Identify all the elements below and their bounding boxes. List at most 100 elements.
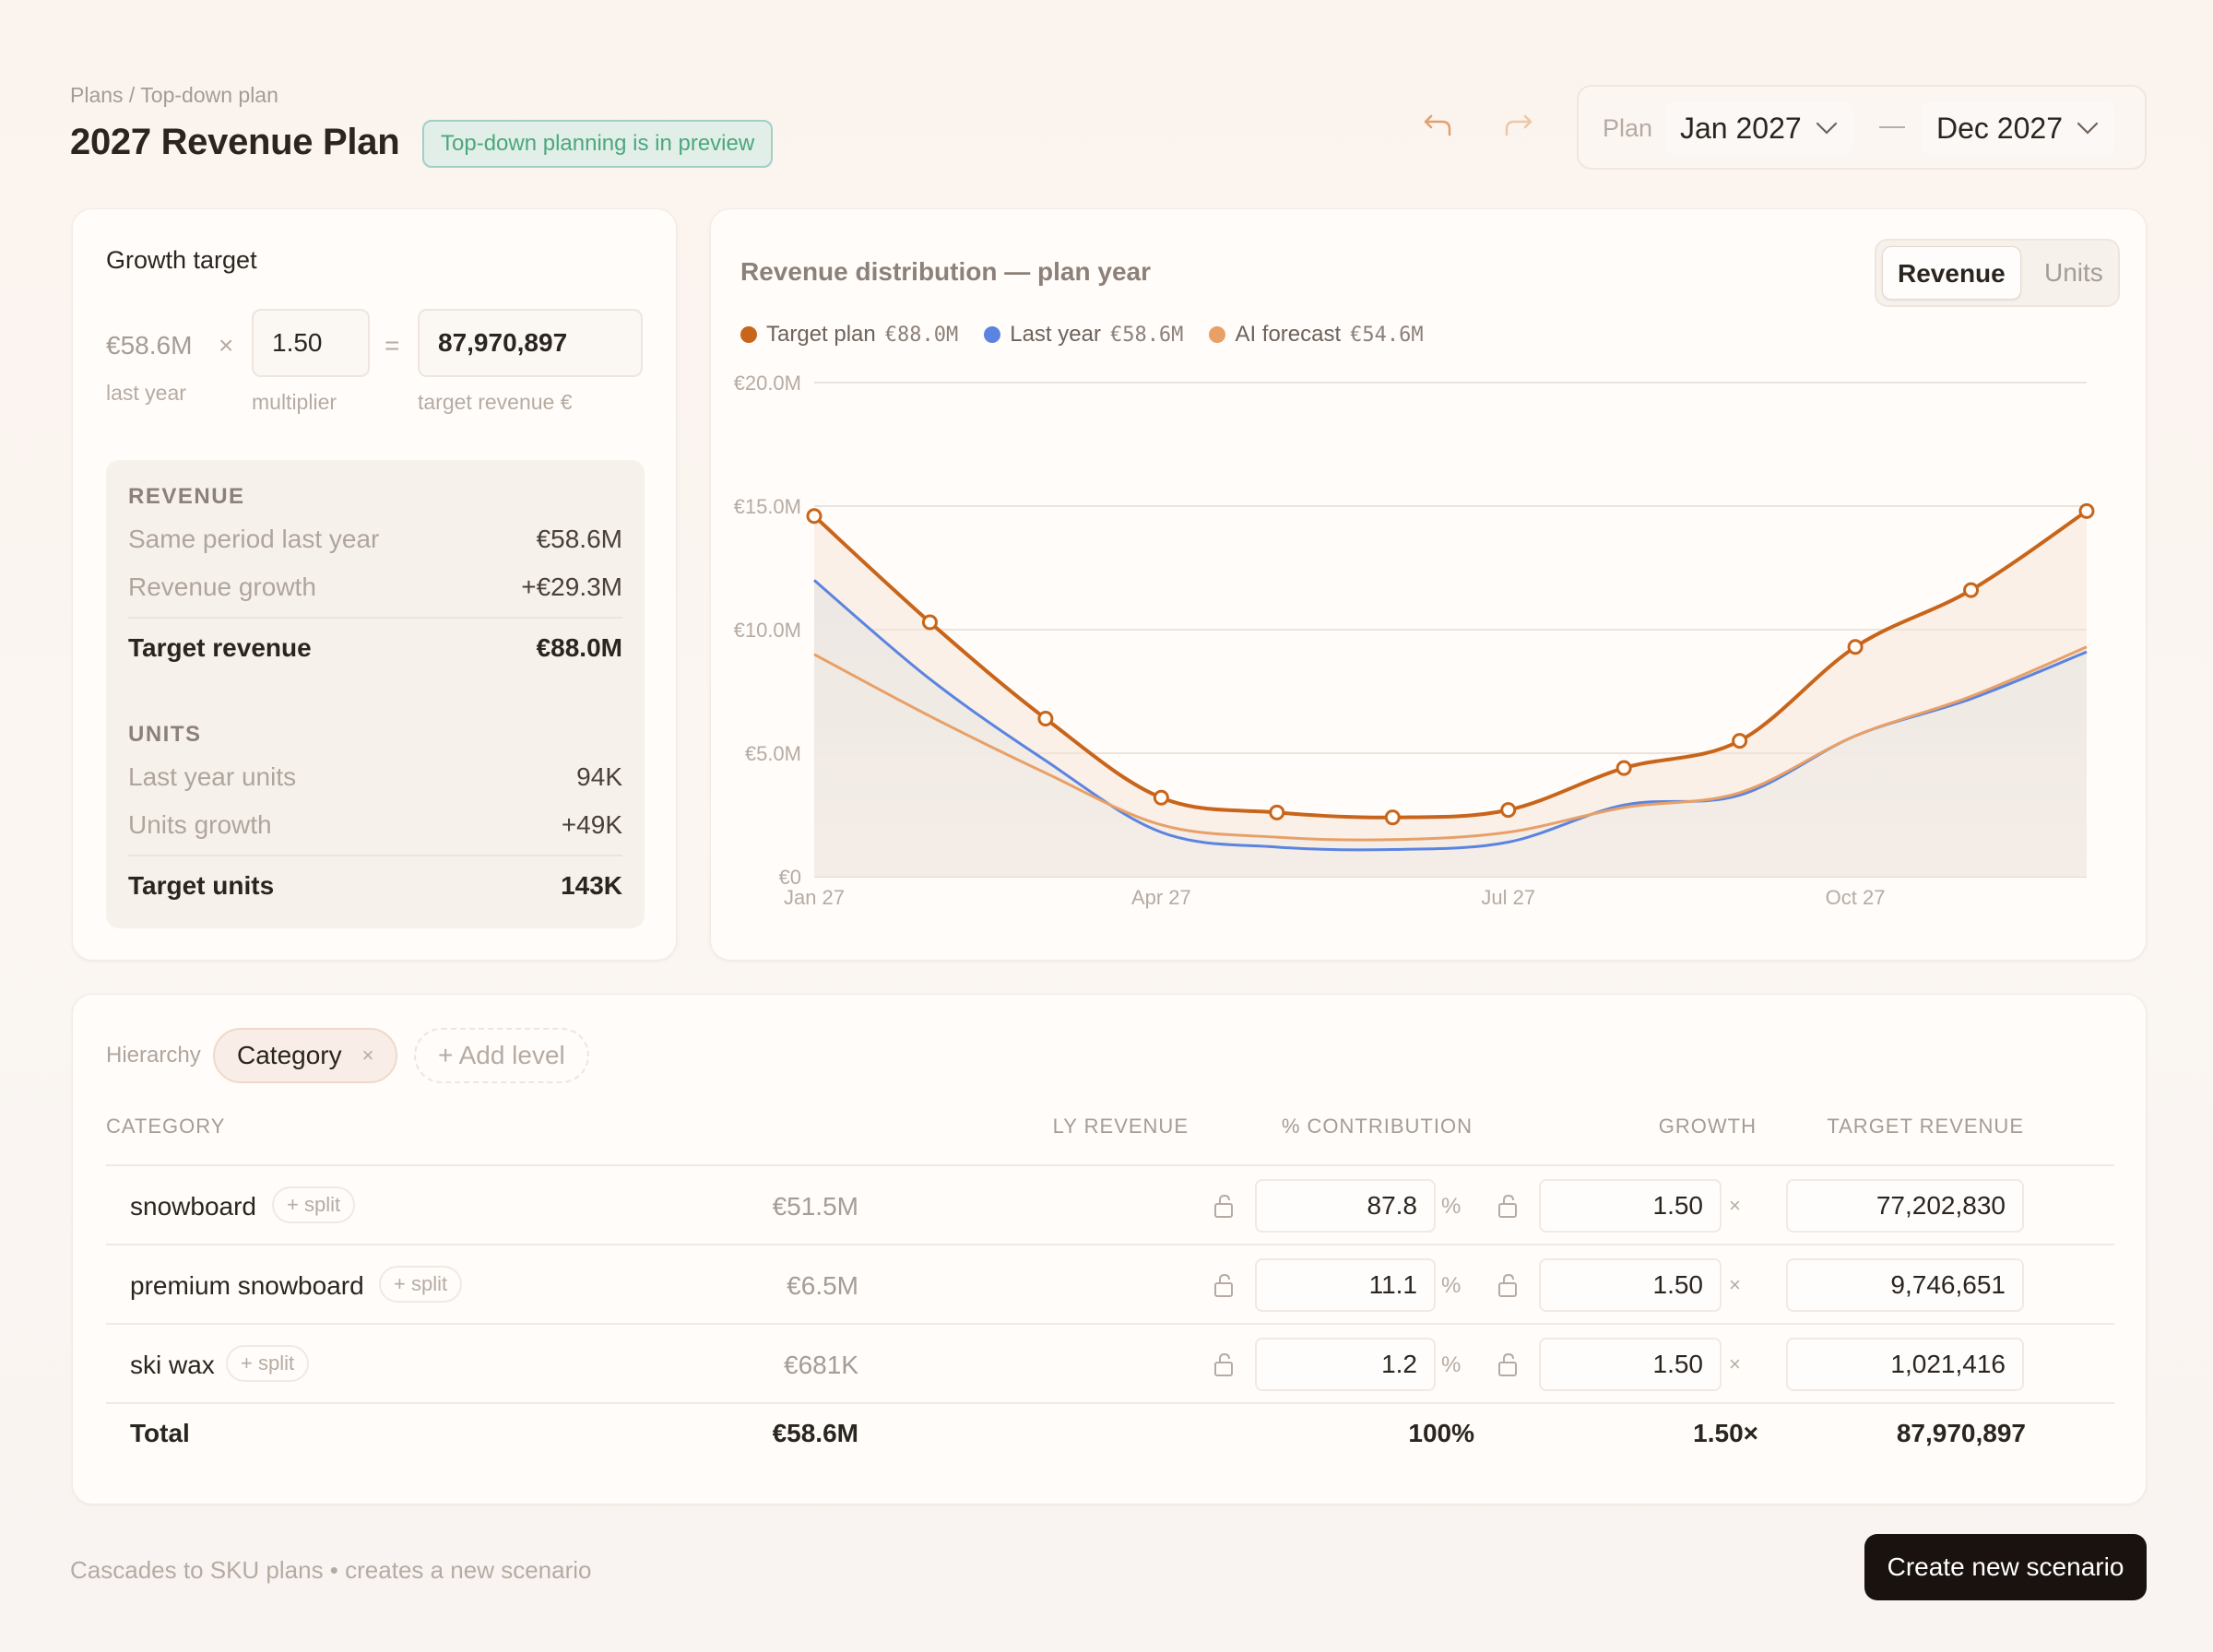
last-year-units-label: Last year units (128, 762, 297, 791)
summary-panel: REVENUE Same period last year €58.6M Rev… (106, 460, 645, 928)
percent-sign: % (1441, 1194, 1462, 1219)
target-units-row: Target units 143K (128, 871, 622, 901)
column-header-contribution: % CONTRIBUTION (1281, 1115, 1473, 1138)
row-divider (106, 1323, 2114, 1325)
growth-target-card: Growth target €58.6M × 1.50 = 87,970,897… (72, 208, 677, 961)
y-tick-label: €0 (779, 866, 801, 889)
range-end-select[interactable]: Dec 2027 (1922, 101, 2114, 155)
x-tick-label: Jan 27 (784, 886, 845, 909)
redo-button[interactable] (1497, 105, 1538, 146)
last-year-units-row: Last year units 94K (128, 762, 622, 792)
split-button[interactable]: + split (379, 1266, 463, 1303)
total-ly-revenue: €58.6M (772, 1419, 858, 1447)
same-period-label: Same period last year (128, 525, 380, 553)
split-button[interactable]: + split (226, 1345, 310, 1382)
page-title: 2027 Revenue Plan (70, 122, 400, 162)
lock-icon[interactable] (1213, 1271, 1237, 1299)
range-separator: — (1879, 111, 1905, 139)
growth-input[interactable]: 1.50 (1539, 1338, 1722, 1391)
percent-sign: % (1441, 1352, 1462, 1377)
legend-value: €88.0M (884, 323, 959, 347)
units-growth-label: Units growth (128, 810, 272, 839)
x-tick-label: Jul 27 (1481, 886, 1535, 909)
undo-button[interactable] (1418, 105, 1459, 146)
multiplier-caption: multiplier (252, 390, 337, 414)
revenue-chart: €0 €5.0M €10.0M €15.0M €20.0M Jan 27 Apr 27 Jul… (734, 372, 2095, 909)
table-row: snowboard + split €51.5M 87.8 % 1.50 × 7… (106, 1166, 2114, 1245)
create-scenario-button[interactable]: Create new scenario (1864, 1534, 2147, 1600)
lock-icon[interactable] (1213, 1192, 1237, 1220)
target-plan-point (1847, 639, 1864, 655)
growth-input[interactable]: 1.50 (1539, 1179, 1722, 1233)
target-plan-point (1615, 760, 1632, 776)
plan-label: Plan (1603, 114, 1653, 142)
table-row: premium snowboard + split €6.5M 11.1 % 1… (106, 1245, 2114, 1325)
column-header-growth: GROWTH (1658, 1115, 1757, 1138)
times-sign: × (1729, 1194, 1741, 1217)
target-plan-point (1269, 804, 1285, 820)
close-icon[interactable]: × (361, 1044, 374, 1067)
breadcrumb[interactable]: Plans / Top-down plan (70, 83, 278, 107)
chart-legend: Target plan €88.0M Last year €58.6M AI f… (740, 322, 1424, 348)
target-revenue-input[interactable]: 1,021,416 (1786, 1338, 2024, 1391)
target-plan-point (921, 614, 938, 631)
lock-icon[interactable] (1213, 1351, 1237, 1378)
x-tick-label: Apr 27 (1131, 886, 1191, 909)
undo-icon (1424, 114, 1451, 136)
footer-note: Cascades to SKU plans • creates a new sc… (70, 1556, 592, 1584)
contribution-input[interactable]: 87.8 (1255, 1179, 1436, 1233)
units-section-heading: UNITS (128, 722, 202, 747)
target-revenue-input[interactable]: 87,970,897 (418, 309, 643, 377)
lock-icon[interactable] (1497, 1351, 1521, 1378)
times-sign: × (1729, 1352, 1741, 1375)
contribution-input[interactable]: 1.2 (1255, 1338, 1436, 1391)
equals-icon: = (385, 331, 400, 360)
category-table-card: Hierarchy Category × + Add level CATEGOR… (72, 994, 2147, 1504)
target-units-label: Target units (128, 871, 275, 900)
revenue-chart-card: €0 €5.0M €10.0M €15.0M €20.0M Jan 27 Apr 27 Jul… (710, 208, 2147, 961)
ly-revenue-value: €6.5M (787, 1271, 858, 1300)
toggle-units-button[interactable]: Units (2044, 258, 2103, 287)
same-period-value: €58.6M (536, 525, 622, 553)
target-plan-point (1963, 582, 1980, 598)
ly-revenue-value: €51.5M (772, 1192, 858, 1221)
toggle-revenue-button[interactable]: Revenue (1882, 246, 2021, 300)
hierarchy-chip-category[interactable]: Category × (213, 1028, 398, 1083)
divider (128, 617, 622, 619)
plan-range-picker: Plan Jan 2027 — Dec 2027 (1577, 85, 2147, 170)
multiplier-input[interactable]: 1.50 (252, 309, 370, 377)
series-line-ai-forecast (813, 645, 2088, 842)
target-revenue-value: €88.0M (536, 633, 622, 662)
target-revenue-row: Target revenue €88.0M (128, 633, 622, 663)
chip-label: Category (237, 1041, 342, 1069)
row-divider (106, 1164, 2114, 1166)
revenue-growth-value: +€29.3M (521, 572, 622, 601)
column-header-category: CATEGORY (106, 1115, 226, 1138)
lock-icon[interactable] (1497, 1192, 1521, 1220)
lock-icon[interactable] (1497, 1271, 1521, 1299)
percent-sign: % (1441, 1273, 1462, 1298)
category-name: ski wax (130, 1351, 215, 1379)
y-tick-label: €20.0M (734, 372, 801, 395)
legend-label: Target plan (766, 322, 876, 347)
legend-dot-ai-forecast (1209, 326, 1226, 343)
range-start-select[interactable]: Jan 2027 (1665, 101, 1853, 155)
legend-item-target-plan: Target plan €88.0M (740, 322, 958, 348)
legend-dot-target-plan (740, 326, 757, 343)
target-revenue-input[interactable]: 9,746,651 (1786, 1258, 2024, 1312)
ly-revenue-value: €681K (784, 1351, 858, 1379)
contribution-input[interactable]: 11.1 (1255, 1258, 1436, 1312)
category-name: premium snowboard (130, 1271, 364, 1300)
revenue-growth-label: Revenue growth (128, 572, 316, 601)
target-plan-point (2078, 502, 2095, 519)
range-end-value: Dec 2027 (1936, 111, 2063, 145)
add-level-button[interactable]: + Add level (414, 1028, 589, 1083)
split-button[interactable]: + split (272, 1186, 356, 1223)
y-tick-label: €5.0M (745, 742, 801, 765)
legend-label: Last year (1010, 322, 1101, 347)
growth-input[interactable]: 1.50 (1539, 1258, 1722, 1312)
same-period-row: Same period last year €58.6M (128, 525, 622, 554)
column-header-ly-revenue: LY REVENUE (1052, 1115, 1189, 1138)
last-year-value: €58.6M (106, 331, 193, 360)
target-revenue-input[interactable]: 77,202,830 (1786, 1179, 2024, 1233)
